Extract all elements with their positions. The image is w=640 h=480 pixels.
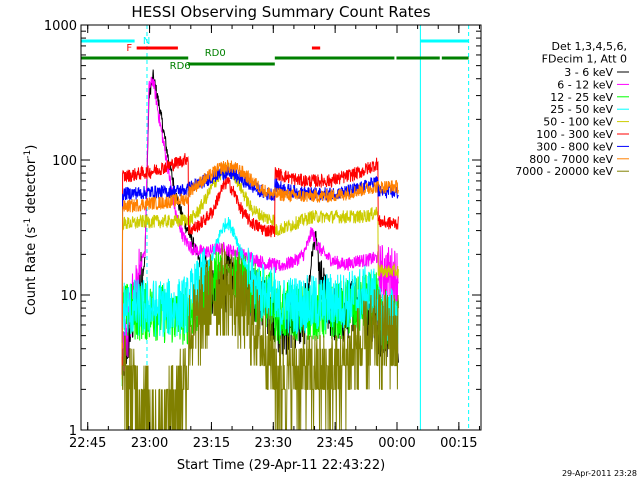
x-tick-label: 00:00 <box>378 436 415 451</box>
y-tick-label: 100 <box>52 154 77 169</box>
y-tick-label: 1000 <box>44 19 77 34</box>
instrument-flags: NF RD0 RD6 <box>81 25 470 430</box>
series-line <box>121 153 399 375</box>
x-tick-label: 23:15 <box>193 436 230 451</box>
x-tick-label: 23:00 <box>131 436 168 451</box>
legend-entry: 6 - 12 keV <box>557 78 613 91</box>
x-axis-label: Start Time (29-Apr-11 22:43:22) <box>177 458 385 473</box>
x-tick-label: 23:30 <box>255 436 292 451</box>
y-tick-label: 10 <box>60 289 77 304</box>
series-line <box>121 162 399 380</box>
x-tick-label: 23:45 <box>316 436 353 451</box>
y-tick-label: 1 <box>69 424 77 439</box>
series-line <box>121 159 399 349</box>
legend-header: Det 1,3,4,5,6, <box>551 40 627 53</box>
x-tick-label: 22:45 <box>69 436 106 451</box>
series-layer <box>121 69 399 431</box>
axes: 22:45 23:00 23:15 23:30 23:45 00:00 00:15 1 10 10… <box>44 19 481 451</box>
flag-label: RD0 <box>205 48 226 59</box>
legend-entry: 3 - 6 keV <box>564 66 613 79</box>
generation-timestamp: 29-Apr-2011 23:28 <box>562 469 637 478</box>
legend-header: FDecim 1, Att 0 <box>542 53 627 66</box>
y-axis-label: Count Rate (s-1 detector-1) <box>23 145 39 316</box>
flag-label: F <box>126 43 132 54</box>
x-tick-label: 00:15 <box>440 436 477 451</box>
legend-entry: 800 - 7000 keV <box>529 153 613 166</box>
legend-entry: 7000 - 20000 keV <box>515 165 613 178</box>
series-line <box>121 216 399 358</box>
legend-entry: 100 - 300 keV <box>536 128 613 141</box>
legend: Det 1,3,4,5,6,FDecim 1, Att 03 - 6 keV6 … <box>515 40 629 178</box>
legend-entry: 12 - 25 keV <box>550 91 613 104</box>
chart-title: HESSI Observing Summary Count Rates <box>131 3 430 21</box>
legend-entry: 300 - 800 keV <box>536 140 613 153</box>
flag-label: RD6 <box>170 61 191 72</box>
flag-label: N <box>143 36 150 47</box>
legend-entry: 50 - 100 keV <box>543 116 613 129</box>
legend-entry: 25 - 50 keV <box>550 103 613 116</box>
plot-frame <box>80 24 482 431</box>
